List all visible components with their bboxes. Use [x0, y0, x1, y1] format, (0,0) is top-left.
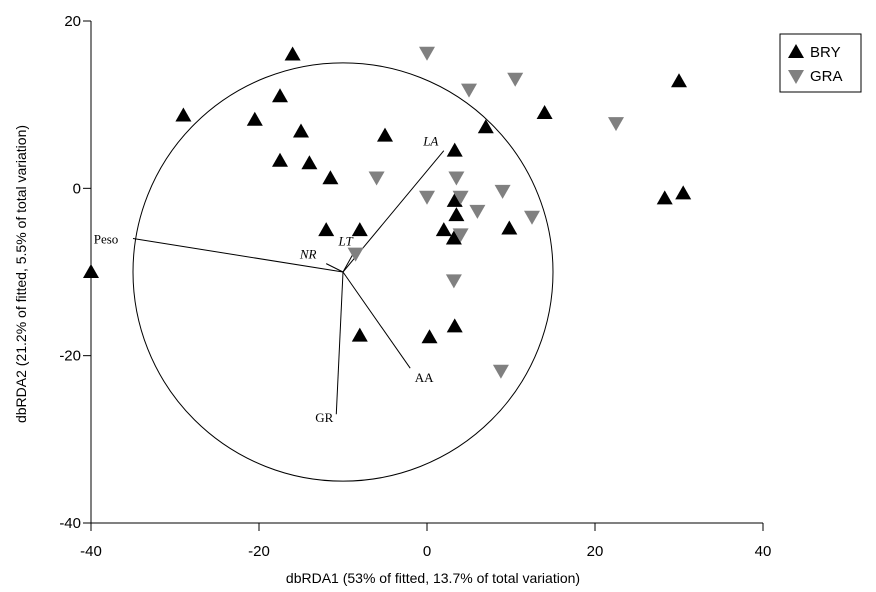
bry-point	[445, 230, 462, 245]
vector-label: Peso	[94, 232, 119, 247]
gra-point	[419, 190, 435, 205]
vector-label: NR	[299, 247, 317, 262]
vector-label: LA	[422, 134, 438, 149]
bry-point	[477, 119, 494, 134]
correlation-circle-layer	[132, 62, 554, 482]
gra-point	[492, 364, 509, 379]
bry-point	[272, 88, 288, 103]
vector-line	[342, 271, 411, 369]
x-tick-label: 40	[755, 543, 772, 560]
bry-point	[322, 170, 339, 185]
y-axis-title: dbRDA2 (21.2% of fitted, 5.5% of total v…	[13, 125, 29, 423]
gra-point	[524, 210, 540, 225]
vector-label: AA	[415, 370, 434, 385]
bry-point	[284, 46, 301, 61]
correlation-circle	[132, 62, 554, 482]
bry-point	[377, 127, 393, 142]
bry-point	[435, 222, 452, 237]
gra-point	[469, 204, 486, 219]
bry-point	[351, 327, 368, 342]
bry-point	[671, 73, 687, 88]
bry-point	[301, 155, 318, 170]
gra-point	[445, 274, 462, 289]
gra-point	[419, 46, 435, 61]
x-tick-label: 0	[423, 543, 431, 560]
axes: -40 -20 0 20 40 -40 -20 0 20	[59, 13, 771, 560]
vector-label: LT	[337, 233, 353, 248]
bry-point	[656, 190, 673, 205]
gra-point	[448, 171, 465, 186]
gra-point	[452, 190, 469, 205]
bry-point	[351, 222, 368, 237]
gra-point	[368, 171, 385, 186]
gra-point	[452, 228, 469, 243]
bry-point	[318, 222, 335, 237]
x-tick-label: -40	[80, 543, 102, 560]
bry-point	[83, 264, 99, 278]
bry-point	[448, 207, 465, 222]
vector-line	[325, 263, 344, 273]
bry-point	[446, 142, 463, 157]
legend-label-gra: GRA	[810, 68, 843, 85]
legend-box	[779, 33, 862, 93]
y-tick-label: 0	[73, 180, 81, 197]
gra-point	[494, 184, 511, 199]
bry-point	[446, 192, 463, 207]
x-tick-label: -20	[248, 543, 270, 560]
legend: BRY GRA	[779, 33, 862, 93]
x-axis-title: dbRDA1 (53% of fitted, 13.7% of total va…	[286, 570, 580, 586]
gra-point	[608, 117, 624, 132]
bry-point	[175, 107, 192, 122]
legend-marker-bry	[788, 44, 804, 58]
bry-point	[675, 185, 692, 200]
gra-point	[507, 72, 524, 87]
gra-point	[461, 83, 477, 98]
bry-point	[536, 105, 553, 120]
y-tick-label: 20	[64, 13, 81, 30]
legend-marker-gra	[788, 70, 804, 84]
x-tick-label: 20	[587, 543, 604, 560]
y-tick-label: -40	[59, 515, 81, 532]
bry-point	[446, 318, 463, 333]
legend-label-bry: BRY	[810, 44, 841, 61]
bry-point	[421, 329, 438, 344]
vector-label: GR	[315, 410, 333, 425]
vector-line	[335, 271, 344, 415]
bry-point	[272, 152, 288, 167]
vector-line	[132, 238, 344, 273]
vector-layer: LA LT NR Peso AA GR	[94, 134, 445, 425]
y-tick-label: -20	[59, 348, 81, 365]
bry-point	[246, 111, 263, 126]
gra-point	[347, 247, 364, 262]
points-layer	[83, 46, 692, 379]
bry-point	[293, 123, 309, 138]
bry-point	[501, 220, 518, 235]
